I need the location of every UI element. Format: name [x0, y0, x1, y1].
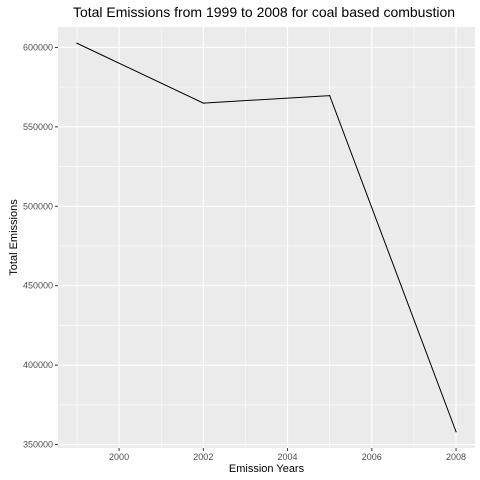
data-point: [455, 431, 457, 433]
emissions-line: [76, 42, 457, 432]
x-tick-label: 2004: [278, 452, 298, 462]
major-gridlines: [58, 27, 475, 448]
series-group: [76, 42, 457, 433]
y-tick-label: 450000: [23, 281, 53, 291]
y-tick-label: 500000: [23, 201, 53, 211]
y-axis: 350000 400000 450000 500000 550000 600000: [23, 42, 58, 450]
data-point: [76, 42, 78, 44]
minor-gridlines: [58, 27, 475, 448]
x-tick-label: 2008: [446, 452, 466, 462]
x-axis-title: Emission Years: [229, 463, 305, 475]
x-axis: 2000 2002 2004 2006 2008: [109, 448, 466, 462]
y-tick-label: 550000: [23, 122, 53, 132]
y-tick-label: 600000: [23, 42, 53, 52]
y-tick-label: 400000: [23, 360, 53, 370]
x-tick-label: 2006: [362, 452, 382, 462]
plot-panel: [58, 27, 475, 448]
y-axis-title: Total Emissions: [8, 199, 20, 276]
chart-title: Total Emissions from 1999 to 2008 for co…: [73, 4, 455, 20]
x-tick-label: 2002: [193, 452, 213, 462]
data-point: [329, 95, 331, 97]
x-tick-label: 2000: [109, 452, 129, 462]
data-point: [202, 102, 204, 104]
y-tick-label: 350000: [23, 440, 53, 450]
